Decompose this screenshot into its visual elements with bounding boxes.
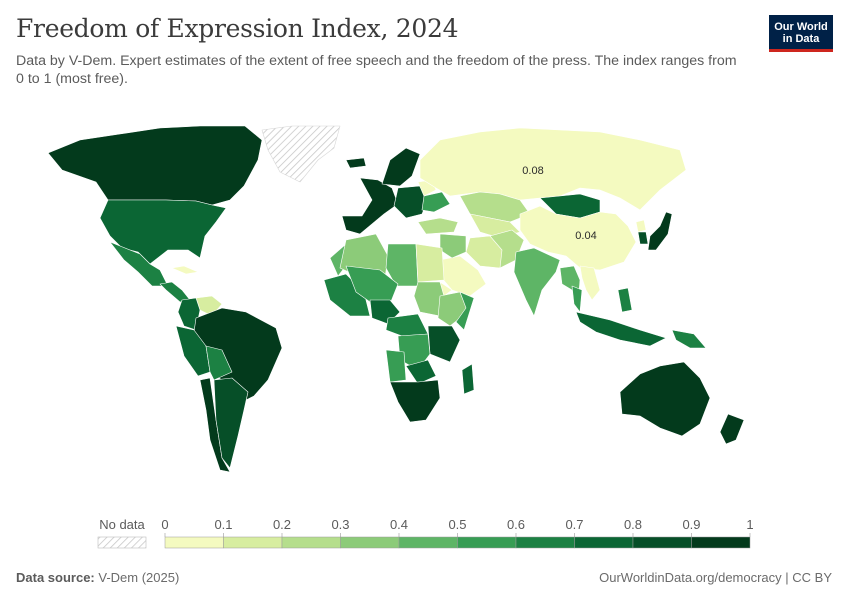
legend-bin-4: [398, 536, 458, 549]
legend-no-data-label: No data: [99, 517, 145, 532]
country-western-europe[interactable]: [341, 177, 399, 235]
legend-tick-label: 0.7: [565, 517, 583, 532]
country-angola[interactable]: [385, 349, 407, 383]
country-russia[interactable]: [419, 127, 687, 211]
legend-tick-label: 0.3: [331, 517, 349, 532]
country-north-korea[interactable]: [635, 219, 647, 233]
country-south-korea[interactable]: [637, 231, 649, 245]
country-central-africa[interactable]: [385, 313, 429, 337]
legend-bin-7: [574, 536, 634, 549]
legend-tick-label: 0.5: [448, 517, 466, 532]
country-kenya-tanzania[interactable]: [427, 325, 461, 363]
country-iraq-syria[interactable]: [439, 233, 467, 259]
country-canada[interactable]: [47, 125, 263, 206]
chart-subtitle: Data by V-Dem. Expert estimates of the e…: [16, 53, 737, 87]
logo-line-1: Our World: [774, 21, 828, 33]
legend-bin-1: [223, 536, 283, 549]
country-india[interactable]: [513, 247, 561, 317]
country-iceland[interactable]: [345, 157, 367, 169]
legend-tick-label: 1: [746, 517, 753, 532]
source-value: V-Dem (2025): [98, 570, 180, 585]
legend-bin-9: [691, 536, 751, 549]
country-ukraine[interactable]: [421, 191, 451, 213]
country-libya[interactable]: [385, 243, 419, 287]
color-legend: No data 0 0.1 0.2 0.3 0.4 0.5 0.6 0.7 0.8 0.9 1: [97, 517, 754, 549]
legend-tick-label: 0.6: [507, 517, 525, 532]
country-thailand[interactable]: [571, 285, 583, 313]
legend-tick-label: 0.9: [682, 517, 700, 532]
map-value-label-china: 0.04: [575, 230, 596, 242]
country-australia[interactable]: [619, 361, 711, 437]
country-somalia[interactable]: [455, 291, 475, 331]
country-chile[interactable]: [199, 377, 231, 473]
legend-bin-8: [632, 536, 692, 549]
legend-bin-3: [340, 536, 400, 549]
legend-bin-0: [164, 536, 224, 549]
country-argentina[interactable]: [213, 377, 249, 469]
country-central-america[interactable]: [159, 281, 191, 303]
country-japan[interactable]: [647, 211, 673, 251]
country-papua-new-guinea[interactable]: [671, 329, 707, 349]
country-new-zealand[interactable]: [719, 413, 745, 445]
country-vietnam-laos[interactable]: [579, 265, 601, 301]
logo-line-2: in Data: [782, 33, 820, 45]
map-value-label-russia: 0.08: [522, 165, 543, 177]
footer-source: Data source: V-Dem (2025): [16, 570, 179, 585]
country-indonesia[interactable]: [575, 311, 667, 347]
legend-tick-label: 0.8: [624, 517, 642, 532]
country-southern-africa[interactable]: [389, 379, 441, 423]
legend-bin-5: [457, 536, 517, 549]
legend-bin-6: [515, 536, 575, 549]
country-bolivia[interactable]: [205, 345, 233, 381]
country-turkey[interactable]: [417, 217, 459, 235]
legend-tick-label: 0.1: [214, 517, 232, 532]
country-eritrea[interactable]: [439, 281, 453, 297]
legend-tick-label: 0: [161, 517, 168, 532]
owid-logo[interactable]: Our World in Data: [769, 15, 833, 52]
legend-bin-2: [281, 536, 341, 549]
country-west-africa[interactable]: [323, 273, 371, 317]
credit-link[interactable]: OurWorldinData.org/democracy | CC BY: [599, 570, 832, 585]
legend-tick-label: 0.2: [273, 517, 291, 532]
country-china[interactable]: [519, 205, 637, 271]
world-map: 0.08 0.04: [47, 125, 745, 473]
country-madagascar[interactable]: [461, 363, 475, 395]
country-egypt[interactable]: [415, 243, 445, 283]
legend-no-data-swatch: [97, 536, 147, 549]
country-zambia[interactable]: [405, 359, 437, 385]
chart-title: Freedom of Expression Index, 2024: [16, 14, 459, 43]
country-philippines[interactable]: [617, 287, 633, 313]
footer-credit: OurWorldinData.org/democracy | CC BY: [599, 570, 832, 585]
country-scandinavia[interactable]: [381, 147, 421, 187]
legend-tick-label: 0.4: [390, 517, 408, 532]
country-united-states[interactable]: [99, 199, 227, 265]
country-greenland[interactable]: [261, 125, 341, 183]
country-cuba[interactable]: [171, 265, 199, 275]
source-label: Data source:: [16, 570, 95, 585]
